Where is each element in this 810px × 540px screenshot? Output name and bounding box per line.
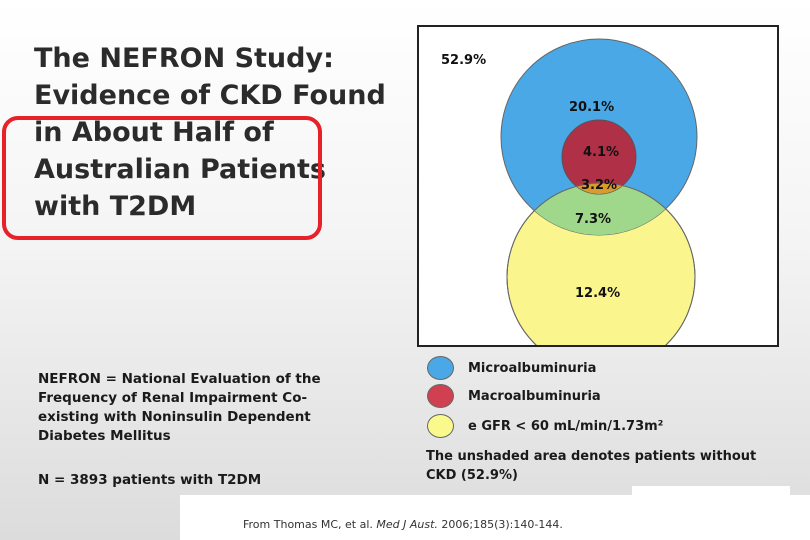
title-line: Australian Patients: [34, 154, 326, 185]
title-highlight-box: [2, 116, 322, 240]
unshaded-area-note: The unshaded area denotes patients witho…: [426, 449, 757, 483]
legend-item-macroalbuminuria: Macroalbuminuria: [427, 383, 601, 409]
slide-title: The NEFRON Study: Evidence of CKD Found …: [34, 40, 404, 225]
nefron-definition: NEFRON = National Evaluation of the Freq…: [38, 371, 321, 444]
title-line: with T2DM: [34, 191, 197, 222]
venn-diagram: 52.9% 20.1% 4.1% 3.2% 7.3% 12.4%: [417, 25, 779, 347]
venn-label-macro-egfr: 3.2%: [581, 178, 617, 193]
citation-journal: Med J Aust.: [376, 518, 438, 531]
legend-label: Microalbuminuria: [468, 360, 597, 376]
egfr-circle-outline: [506, 182, 696, 345]
footer-corner: [632, 486, 790, 540]
patient-count: N = 3893 patients with T2DM: [38, 472, 262, 488]
venn-label-micro-egfr: 7.3%: [575, 212, 611, 227]
yellow-circle-icon: [427, 414, 454, 438]
legend-item-microalbuminuria: Microalbuminuria: [427, 355, 596, 381]
title-line: in About Half of: [34, 117, 274, 148]
title-line: The NEFRON Study:: [34, 43, 334, 74]
title-line: Evidence of CKD Found: [34, 80, 386, 111]
venn-label-micro-only: 20.1%: [569, 100, 614, 115]
venn-label-egfr-only: 12.4%: [575, 286, 620, 301]
venn-label-macro-only: 4.1%: [583, 145, 619, 160]
red-circle-icon: [427, 384, 454, 408]
venn-svg: 52.9% 20.1% 4.1% 3.2% 7.3% 12.4%: [441, 38, 698, 345]
citation: From Thomas MC, et al. Med J Aust. 2006;…: [243, 518, 563, 531]
venn-label-outside: 52.9%: [441, 53, 486, 68]
legend-label: Macroalbuminuria: [468, 388, 601, 404]
legend-label: e GFR < 60 mL/min/1.73m²: [468, 418, 664, 434]
citation-suffix: 2006;185(3):140-144.: [437, 518, 563, 531]
blue-circle-icon: [427, 356, 454, 380]
citation-prefix: From Thomas MC, et al.: [243, 518, 377, 531]
legend-item-egfr: e GFR < 60 mL/min/1.73m²: [427, 413, 663, 439]
